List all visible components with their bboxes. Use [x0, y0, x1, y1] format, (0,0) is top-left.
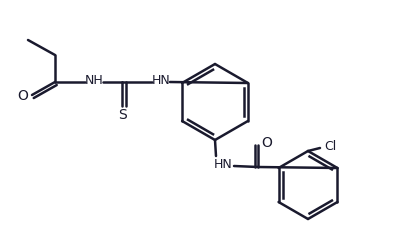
Text: O: O	[261, 136, 272, 150]
Text: O: O	[18, 89, 28, 103]
Text: S: S	[118, 108, 126, 122]
Text: HN: HN	[152, 74, 171, 88]
Text: Cl: Cl	[324, 140, 336, 153]
Text: HN: HN	[214, 158, 232, 170]
Text: NH: NH	[85, 74, 104, 88]
